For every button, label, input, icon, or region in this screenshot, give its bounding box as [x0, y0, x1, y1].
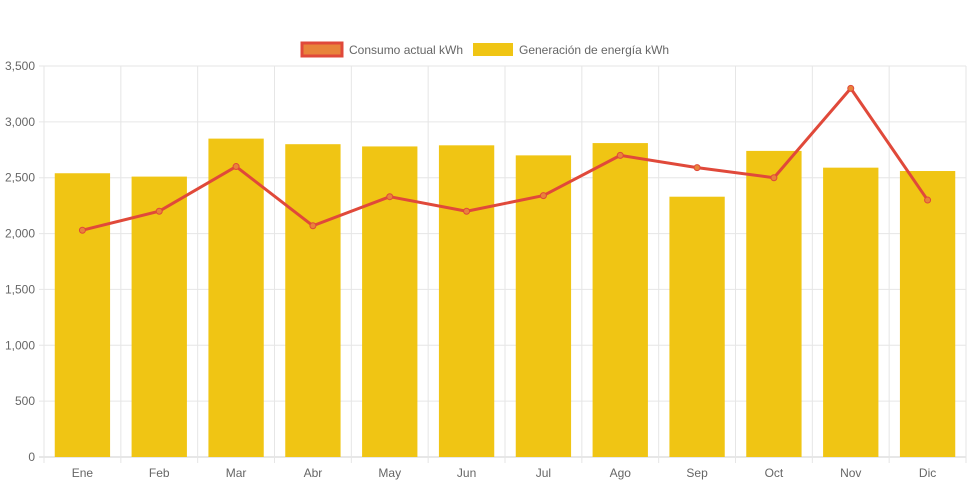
bar: [131, 176, 187, 457]
bar: [362, 146, 418, 458]
y-tick-label: 0: [28, 450, 35, 464]
line-point: [770, 174, 778, 182]
x-tick-label: Feb: [149, 466, 170, 480]
legend-item-generacion[interactable]: Generación de energía kWh: [473, 43, 669, 57]
x-tick-label: Ene: [72, 466, 94, 480]
x-tick-label: Jun: [457, 466, 476, 480]
x-tick-label: May: [378, 466, 401, 480]
bar: [823, 167, 879, 457]
bar: [746, 150, 802, 457]
y-tick-label: 2,000: [5, 227, 35, 241]
line-point: [539, 192, 547, 200]
legend-label-consumo: Consumo actual kWh: [349, 43, 463, 57]
bar: [669, 196, 725, 457]
y-axis: 0 500 1,000 1,500 2,000 2,500 3,000 3,500: [5, 59, 35, 464]
x-tick-label: Oct: [765, 466, 784, 480]
legend-item-consumo[interactable]: Consumo actual kWh: [300, 41, 463, 58]
bar: [208, 138, 264, 457]
x-tick-label: Jul: [536, 466, 551, 480]
bar-series: [54, 138, 956, 458]
x-axis: Ene Feb Mar Abr May Jun Jul Ago Sep Oct Nov Dic: [72, 466, 937, 480]
x-tick-label: Abr: [304, 466, 323, 480]
line-point: [847, 84, 855, 92]
grid: [39, 65, 967, 463]
line-point: [616, 151, 624, 159]
bar: [515, 155, 572, 457]
line-point: [155, 207, 163, 215]
bar: [592, 143, 648, 457]
legend-swatch-consumo: [300, 41, 344, 58]
bar: [438, 145, 495, 457]
x-tick-label: Sep: [686, 466, 708, 480]
line-point: [309, 222, 317, 230]
line-point: [386, 193, 394, 201]
line-point: [232, 163, 240, 171]
y-tick-label: 3,500: [5, 59, 35, 73]
bar: [899, 171, 956, 458]
y-tick-label: 500: [15, 394, 35, 408]
x-tick-label: Mar: [226, 466, 247, 480]
bar: [285, 144, 341, 457]
y-tick-label: 2,500: [5, 171, 35, 185]
y-tick-label: 1,500: [5, 282, 35, 296]
x-tick-label: Nov: [840, 466, 861, 480]
legend-label-generacion: Generación de energía kWh: [519, 43, 669, 57]
line-point: [924, 196, 932, 204]
x-tick-label: Ago: [610, 466, 632, 480]
y-tick-label: 3,000: [5, 115, 35, 129]
bar: [54, 173, 111, 457]
line-point: [463, 207, 471, 215]
y-tick-label: 1,000: [5, 338, 35, 352]
line-series: [78, 84, 932, 234]
x-tick-label: Dic: [919, 466, 936, 480]
series-line: [82, 86, 929, 232]
legend-swatch-generacion: [473, 43, 513, 56]
line-point: [78, 226, 86, 234]
line-point: [693, 164, 701, 172]
legend[interactable]: Consumo actual kWh Generación de energía…: [300, 41, 669, 58]
